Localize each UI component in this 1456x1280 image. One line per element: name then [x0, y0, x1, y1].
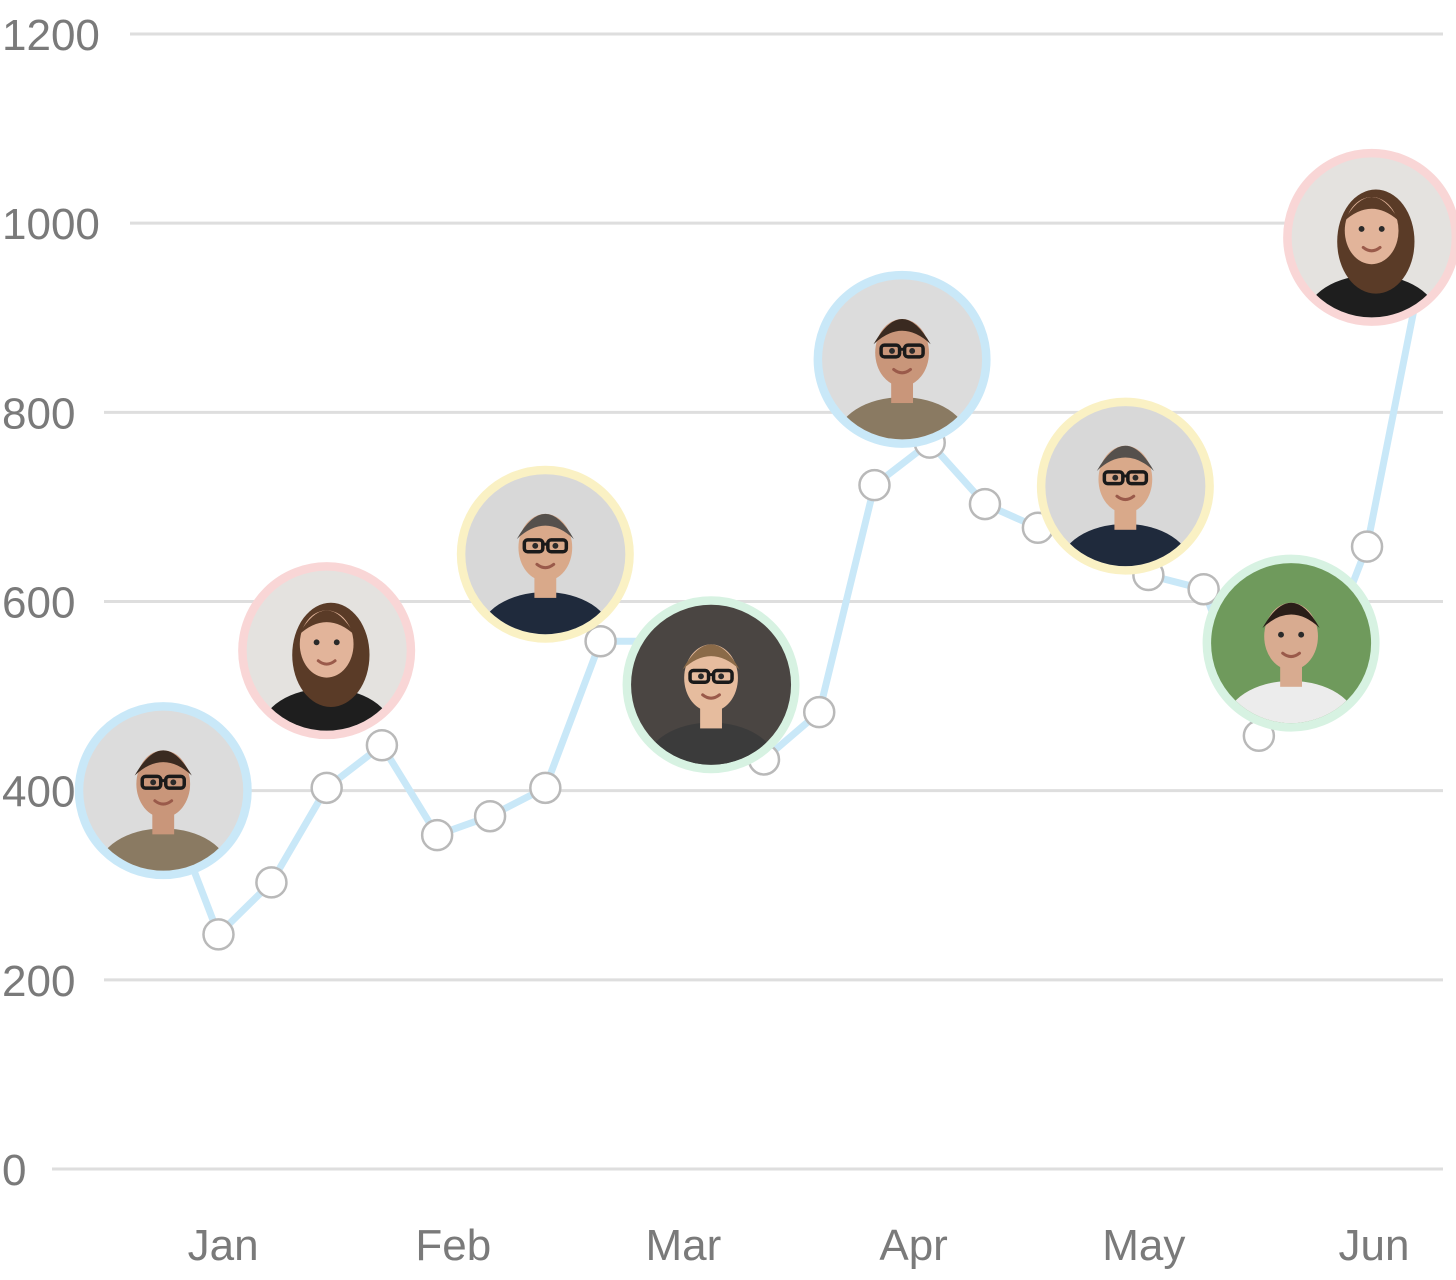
x-axis-ticks: Jan Feb Mar Apr May Jun	[188, 1221, 1410, 1270]
x-tick-label: Jan	[188, 1221, 259, 1270]
avatar	[1211, 563, 1372, 724]
data-point[interactable]	[202, 918, 235, 951]
y-tick-label: 1200	[2, 11, 100, 60]
data-point[interactable]	[529, 771, 562, 805]
avatar	[465, 474, 626, 635]
data-point[interactable]	[858, 468, 891, 502]
x-tick-label: Feb	[415, 1221, 491, 1270]
avatar-marker[interactable]	[238, 562, 416, 773]
y-tick-label: 600	[2, 579, 75, 628]
y-tick-label: 400	[2, 768, 75, 817]
avatar	[1045, 406, 1206, 567]
data-point[interactable]	[365, 729, 399, 762]
data-point[interactable]	[1187, 572, 1220, 606]
data-point[interactable]	[473, 799, 507, 833]
data-point[interactable]	[420, 818, 454, 852]
avatar-marker[interactable]	[74, 702, 252, 913]
avatar	[822, 279, 983, 440]
avatar-marker[interactable]	[622, 596, 800, 807]
avatar	[246, 570, 407, 731]
avatar	[83, 710, 244, 871]
avatar-marker[interactable]	[1202, 554, 1380, 765]
data-point[interactable]	[255, 866, 288, 899]
avatar-marker[interactable]	[1036, 397, 1214, 608]
x-tick-label: May	[1102, 1221, 1185, 1270]
x-tick-label: Mar	[646, 1221, 722, 1270]
data-point[interactable]	[968, 487, 1002, 521]
y-tick-label: 0	[2, 1146, 26, 1195]
avatar	[631, 604, 792, 765]
avatar-marker[interactable]	[1283, 148, 1456, 359]
data-point[interactable]	[584, 624, 617, 658]
avatar	[1291, 157, 1452, 318]
x-tick-label: Jun	[1338, 1221, 1409, 1270]
data-point[interactable]	[310, 771, 343, 805]
avatar-marker[interactable]	[456, 465, 634, 676]
y-tick-label: 200	[2, 957, 75, 1006]
avatar-markers	[74, 148, 1456, 913]
y-tick-label: 800	[2, 389, 75, 438]
avatar-marker[interactable]	[813, 270, 991, 481]
data-point[interactable]	[1350, 530, 1384, 563]
y-axis-ticks: 0 200 400 600 800 1000 1200	[2, 11, 100, 1195]
x-tick-label: Apr	[879, 1221, 947, 1270]
data-point[interactable]	[802, 695, 836, 729]
y-tick-label: 1000	[2, 200, 100, 249]
